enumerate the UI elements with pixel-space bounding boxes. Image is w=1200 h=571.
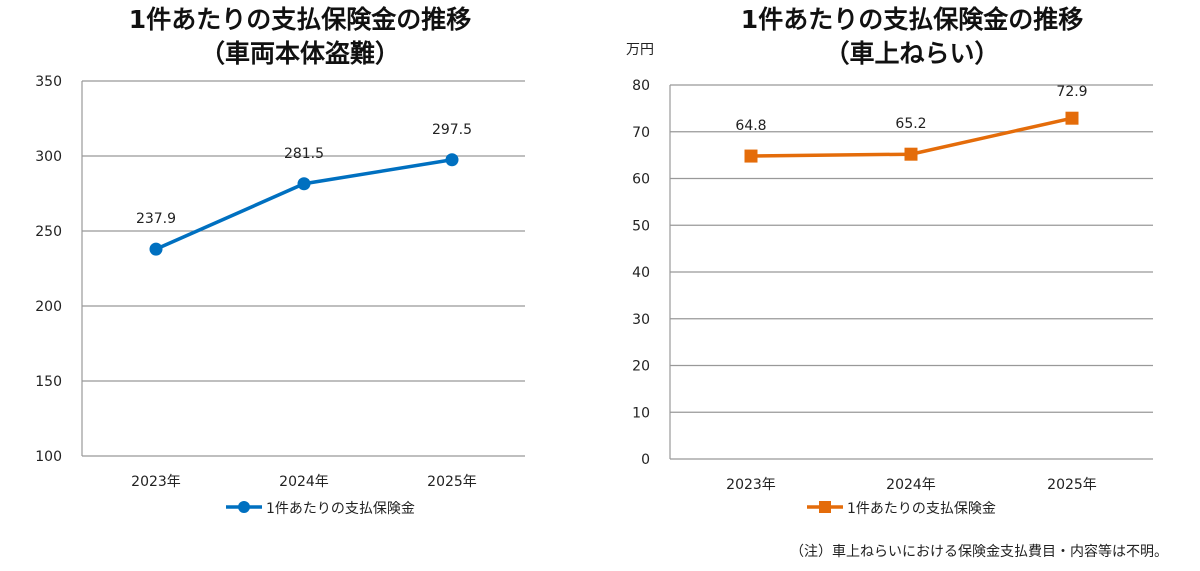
- y-tick-label: 150: [35, 374, 62, 390]
- y-tick-label: 80: [632, 78, 650, 94]
- x-tick-label: 2025年: [427, 474, 477, 490]
- footnote: （注）車上ねらいにおける保険金支払費目・内容等は不明。: [790, 543, 1168, 560]
- chart-subtitle: （車両本体盗難）: [200, 39, 400, 68]
- data-label: 237.9: [136, 211, 176, 227]
- data-point: [744, 149, 758, 163]
- y-tick-label: 40: [632, 265, 650, 281]
- y-tick-label: 200: [35, 299, 62, 315]
- data-label: 64.8: [735, 118, 766, 134]
- y-tick-label: 350: [35, 74, 62, 90]
- data-label: 297.5: [432, 122, 472, 138]
- x-tick-label: 2023年: [726, 477, 776, 493]
- legend-label: 1件あたりの支払保険金: [266, 501, 415, 517]
- data-point: [149, 242, 163, 256]
- x-tick-label: 2023年: [131, 474, 181, 490]
- y-tick-label: 60: [632, 172, 650, 188]
- x-tick-label: 2024年: [886, 477, 936, 493]
- data-point: [904, 147, 918, 161]
- y-tick-label: 10: [632, 405, 650, 421]
- y-tick-label: 300: [35, 149, 62, 165]
- y-tick-label: 20: [632, 359, 650, 375]
- legend-marker: [819, 501, 831, 513]
- chart-title: 1件あたりの支払保険金の推移: [741, 5, 1083, 34]
- data-point: [1065, 111, 1079, 125]
- data-point: [297, 177, 311, 191]
- x-tick-label: 2025年: [1047, 477, 1097, 493]
- y-tick-label: 100: [35, 449, 62, 465]
- y-tick-label: 70: [632, 125, 650, 141]
- chart-subtitle: （車上ねらい）: [824, 39, 999, 68]
- legend-label: 1件あたりの支払保険金: [847, 501, 996, 517]
- chart-title: 1件あたりの支払保険金の推移: [129, 5, 471, 34]
- y-tick-label: 0: [641, 452, 650, 468]
- legend-marker: [238, 501, 250, 513]
- data-point: [445, 153, 459, 167]
- series-line: [155, 158, 453, 251]
- data-label: 72.9: [1056, 84, 1087, 100]
- x-tick-label: 2024年: [279, 474, 329, 490]
- y-axis-unit: 万円: [626, 42, 654, 58]
- data-label: 65.2: [895, 116, 926, 132]
- y-tick-label: 250: [35, 224, 62, 240]
- y-tick-label: 50: [632, 218, 650, 234]
- y-tick-label: 30: [632, 312, 650, 328]
- data-label: 281.5: [284, 146, 324, 162]
